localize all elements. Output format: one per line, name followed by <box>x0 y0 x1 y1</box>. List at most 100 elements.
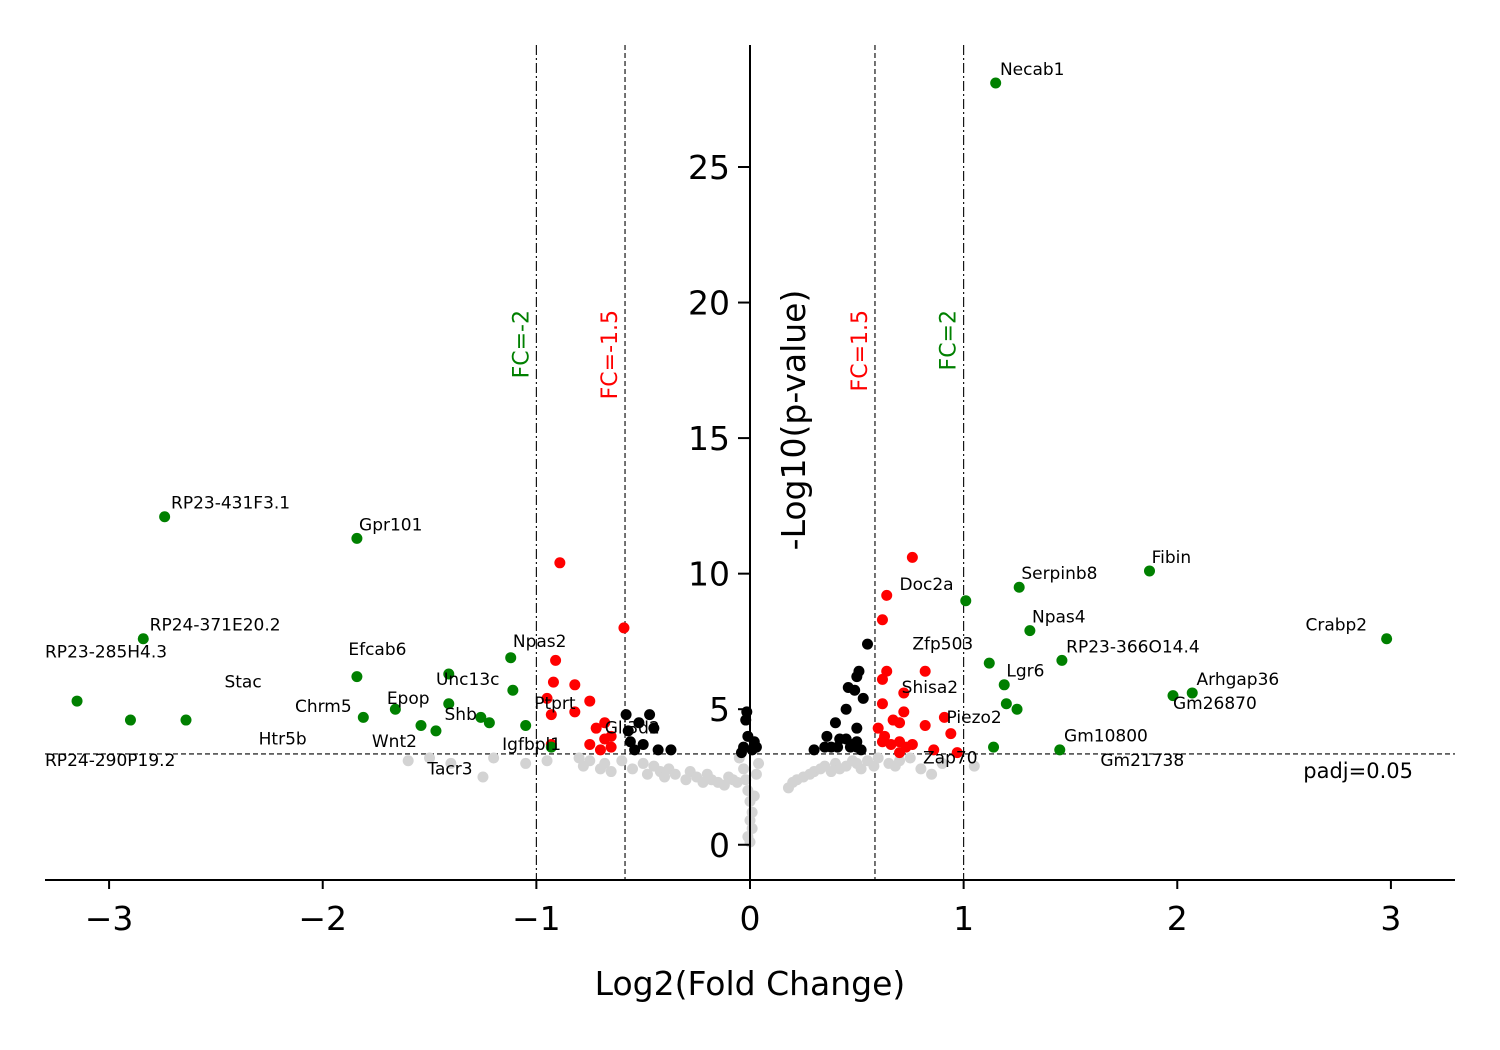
data-point-fc-1-5 <box>881 589 893 601</box>
data-point-fc-1-5 <box>885 738 897 750</box>
data-point-fc-2 <box>1144 565 1155 577</box>
data-point-not-significant <box>750 768 762 780</box>
data-point-fc-1-5 <box>876 698 888 710</box>
data-point-fc-2 <box>443 668 455 680</box>
data-point-fc-1-5 <box>569 706 581 718</box>
data-point-significant <box>849 684 861 696</box>
data-point-fc-2 <box>1054 744 1066 756</box>
data-point-fc-1-5 <box>906 551 918 563</box>
data-point-fc-1-5 <box>894 747 906 759</box>
y-tick-label: 0 <box>709 826 730 865</box>
data-point-fc-2 <box>983 657 995 669</box>
y-tick-label: 10 <box>688 555 730 594</box>
data-point-significant <box>857 692 869 704</box>
data-point-significant <box>840 703 852 715</box>
gene-label: Gpr101 <box>359 515 422 535</box>
data-point-significant <box>644 709 656 721</box>
fc-threshold-label: FC=-2 <box>509 310 534 378</box>
x-tick-label: −1 <box>512 899 561 938</box>
fc-threshold-label: FC=-1.5 <box>598 310 623 399</box>
data-point-not-significant <box>669 768 681 780</box>
data-point-not-significant <box>872 752 884 764</box>
gene-label: Piezo2 <box>947 708 1002 728</box>
data-point-not-significant <box>616 755 628 767</box>
data-point-not-significant <box>424 752 436 764</box>
gene-label: RP23-366O14.4 <box>1066 637 1200 657</box>
threshold-lines: padj=0.05 FC=-2 FC=-1.5 FC=1.5 FC=2 <box>45 45 1455 880</box>
data-point-fc-2 <box>430 725 442 737</box>
data-point-fc-1-5 <box>898 706 910 718</box>
data-point-fc-1-5 <box>881 665 893 677</box>
data-point-not-significant <box>599 757 611 769</box>
gene-label: Shisa2 <box>902 678 958 698</box>
data-point-not-significant <box>825 766 837 778</box>
gene-label: Necab1 <box>1000 60 1065 80</box>
data-point-fc-2 <box>1024 625 1036 637</box>
data-point-not-significant <box>445 757 457 769</box>
data-point-not-significant <box>488 752 500 764</box>
data-point-significant <box>620 709 632 721</box>
data-point-fc-1-5 <box>928 744 940 756</box>
gene-label: Unc13c <box>436 670 500 690</box>
data-point-fc-2 <box>998 679 1010 691</box>
x-tick-label: 2 <box>1167 899 1188 938</box>
data-point-significant <box>851 722 863 734</box>
data-point-fc-2 <box>71 695 83 707</box>
data-point-fc-2 <box>159 511 171 523</box>
data-point-not-significant <box>968 760 980 772</box>
data-point-not-significant <box>605 766 617 778</box>
y-tick-label: 25 <box>688 148 730 187</box>
gene-label: Efcab6 <box>348 640 406 660</box>
data-point-fc-2 <box>443 698 455 710</box>
gene-label: Stac <box>224 673 261 693</box>
data-point-fc-1-5 <box>599 717 611 729</box>
data-point-fc-1-5 <box>876 673 888 685</box>
data-point-not-significant <box>402 755 414 767</box>
y-axis-title: -Log10(p-value) <box>774 290 813 551</box>
data-point-significant <box>829 717 841 729</box>
data-point-not-significant <box>477 771 489 783</box>
data-point-not-significant <box>855 763 867 775</box>
data-point-fc-1-5 <box>872 722 884 734</box>
data-point-fc-2 <box>1186 687 1198 699</box>
data-point-not-significant <box>718 779 730 791</box>
data-point-not-significant <box>894 755 906 767</box>
data-point-fc-1-5 <box>876 614 888 626</box>
gene-label: Shb <box>445 705 477 725</box>
gene-label: Epop <box>387 689 430 709</box>
data-point-not-significant <box>731 776 743 788</box>
data-point-fc-2 <box>357 711 369 723</box>
data-point-fc-2 <box>1167 690 1179 702</box>
data-point-not-significant <box>740 774 752 786</box>
gene-label: Htr5b <box>259 729 307 749</box>
data-point-fc-2 <box>507 684 519 696</box>
data-point-significant <box>648 722 660 734</box>
axes: −3 −2 −1 0 1 2 3 0 5 10 15 20 25 <box>45 45 1455 938</box>
data-point-fc-2 <box>351 532 363 544</box>
data-point-fc-1-5 <box>550 654 562 666</box>
data-point-significant <box>633 717 645 729</box>
data-point-significant <box>862 638 873 650</box>
data-point-fc-1-5 <box>906 738 918 750</box>
data-point-fc-2 <box>545 741 557 753</box>
data-point-significant <box>853 665 865 677</box>
data-point-not-significant <box>641 768 653 780</box>
data-point-not-significant <box>697 776 709 788</box>
gene-label: Chrm5 <box>295 697 352 717</box>
data-point-fc-2 <box>415 719 427 731</box>
data-point-significant <box>629 744 641 756</box>
data-point-fc-1-5 <box>898 687 910 699</box>
gene-label: Gm21738 <box>1100 751 1184 771</box>
y-tick-label: 20 <box>688 284 730 323</box>
data-point-fc-2 <box>520 719 532 731</box>
data-point-fc-1-5 <box>894 717 906 729</box>
data-point-fc-1-5 <box>938 711 950 723</box>
gene-label: Doc2a <box>900 575 954 595</box>
data-point-fc-2 <box>180 714 192 726</box>
data-point-fc-1-5 <box>541 692 553 704</box>
y-tick-label: 5 <box>709 690 730 729</box>
data-point-fc-1-5 <box>590 722 602 734</box>
data-point-fc-1-5 <box>605 730 617 742</box>
data-point-fc-1-5 <box>569 679 581 691</box>
data-point-fc-2 <box>351 671 363 683</box>
